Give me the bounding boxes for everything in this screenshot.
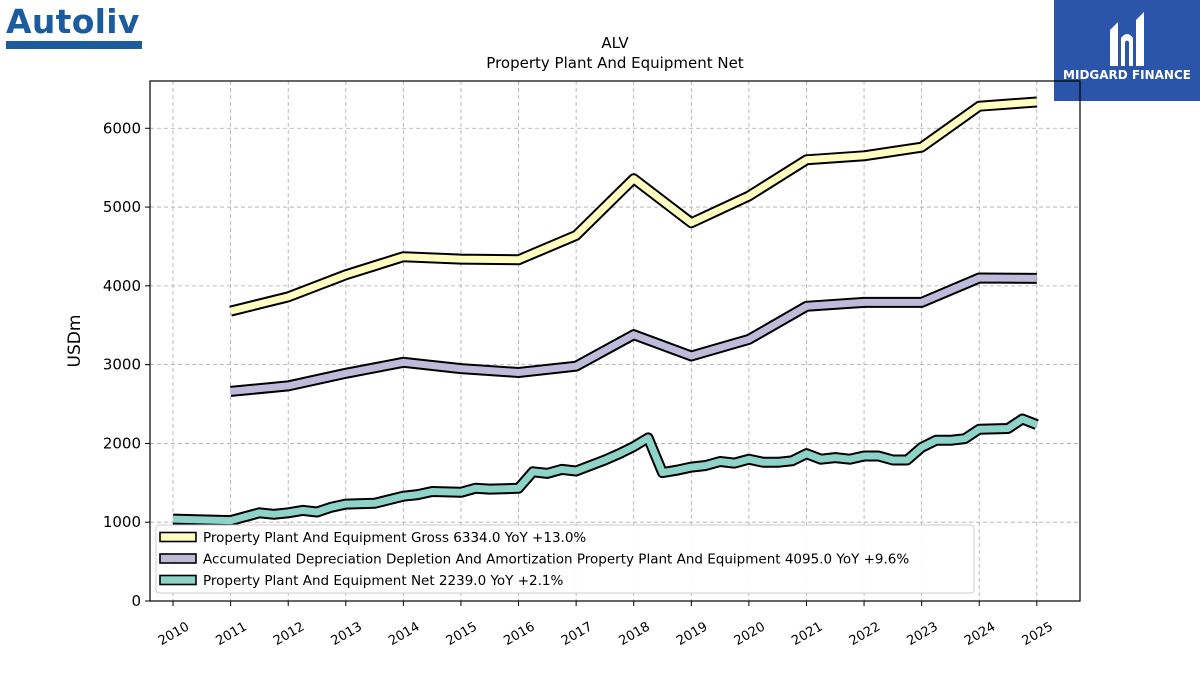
midgard-finance-text: MIDGARD FINANCE <box>1063 68 1191 82</box>
x-tick-label: 2019 <box>674 619 710 649</box>
x-tick-label: 2011 <box>213 619 249 649</box>
series-3 <box>172 413 1039 527</box>
legend-box <box>155 524 975 594</box>
legend-entry-label: Property Plant And Equipment Net 2239.0 … <box>203 573 563 589</box>
x-tick-label: 2013 <box>329 619 365 649</box>
series-line <box>230 274 1037 395</box>
series-line-outline <box>172 413 1039 527</box>
x-tick-label: 2022 <box>847 619 883 649</box>
x-tick-label: 2024 <box>962 619 998 649</box>
legend: Property Plant And Equipment Gross 6334.… <box>155 524 975 594</box>
y-tick-label: 0 <box>131 592 141 610</box>
autoliv-logo: Autoliv <box>6 4 142 49</box>
legend-entry-label: Property Plant And Equipment Gross 6334.… <box>203 530 586 546</box>
midgard-finance-logo: MIDGARD FINANCE <box>1054 0 1200 101</box>
midgard-emblem-icon <box>1110 12 1144 66</box>
legend-swatch <box>159 531 197 543</box>
x-tick-label: 2025 <box>1020 619 1056 649</box>
chart-title: ALV <box>601 34 629 52</box>
x-tick-label: 2017 <box>559 619 595 649</box>
y-tick-label: 4000 <box>103 277 141 295</box>
autoliv-logo-bar <box>6 41 142 49</box>
x-tick-label: 2018 <box>617 619 653 649</box>
x-tick-label: 2020 <box>732 619 768 649</box>
series-2 <box>230 272 1037 397</box>
y-tick-label: 3000 <box>103 356 141 374</box>
series-lines <box>172 96 1039 527</box>
legend-swatch <box>159 553 197 564</box>
plot-frame <box>149 80 1081 602</box>
x-tick-label: 2016 <box>501 619 537 649</box>
y-tick-label: 2000 <box>103 434 141 452</box>
y-axis-label: USDm <box>65 315 85 368</box>
x-tick-label: 2010 <box>156 619 192 649</box>
x-tick-label: 2014 <box>386 619 422 649</box>
x-tick-label: 2021 <box>789 619 825 649</box>
autoliv-logo-text: Autoliv <box>6 2 140 41</box>
x-tick-label: 2012 <box>271 619 307 649</box>
series-1 <box>229 96 1038 317</box>
x-tick-label: 2023 <box>904 619 940 649</box>
chart-subtitle: Property Plant And Equipment Net <box>486 54 743 72</box>
x-tick-label: 2015 <box>444 619 480 649</box>
series-line <box>229 98 1038 315</box>
y-tick-label: 5000 <box>103 198 141 216</box>
y-tick-label: 6000 <box>103 119 141 137</box>
legend-entry-label: Accumulated Depreciation Depletion And A… <box>203 552 909 568</box>
series-line <box>172 415 1039 525</box>
legend-swatch <box>159 574 197 586</box>
y-tick-label: 1000 <box>103 513 141 531</box>
